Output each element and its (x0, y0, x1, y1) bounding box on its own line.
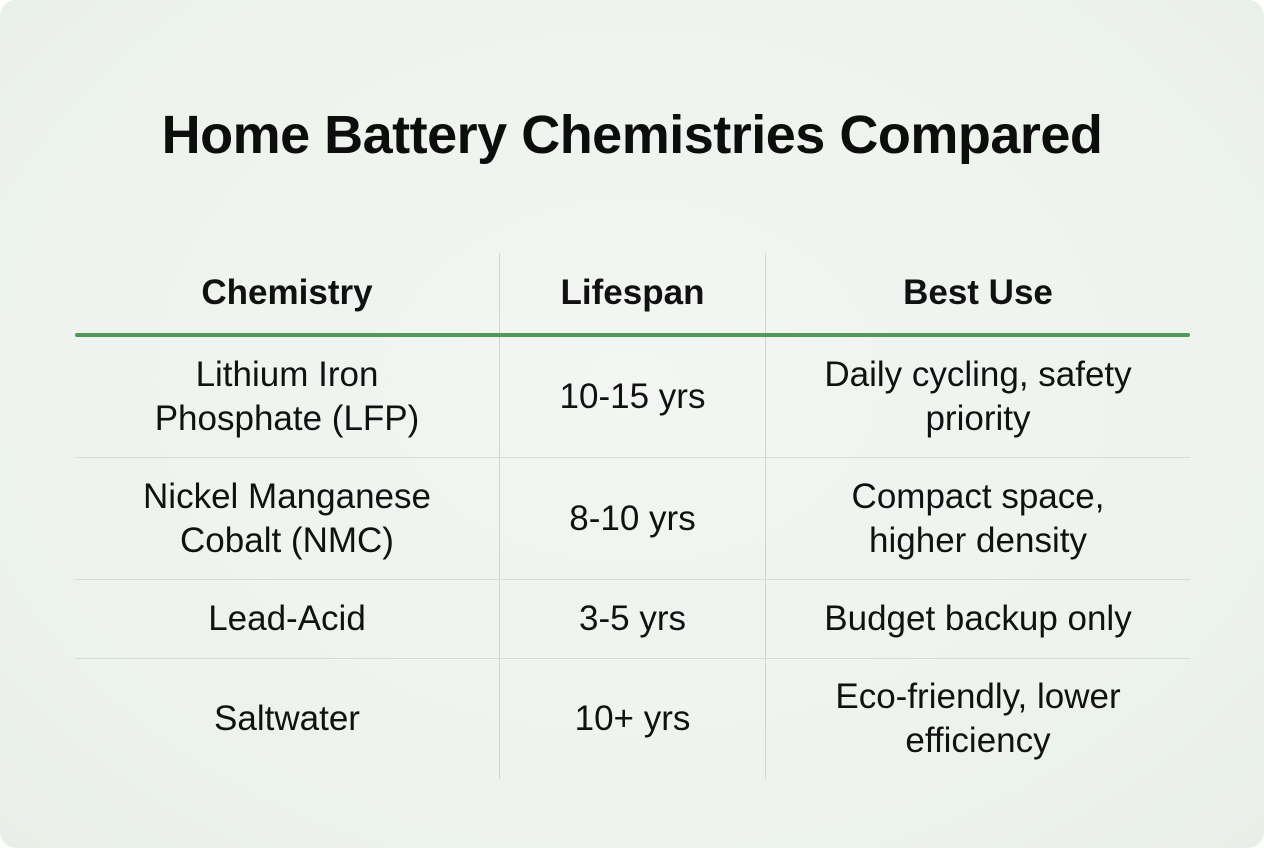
best-use-line: Compact space, (851, 476, 1105, 516)
lifespan-cell: 8-10 yrs (499, 458, 765, 579)
table-header-row: Chemistry Lifespan Best Use (75, 253, 1190, 333)
best-use-line: Eco-friendly, lower (835, 677, 1121, 716)
lifespan-cell: 3-5 yrs (499, 580, 765, 658)
chemistry-cell: Lithium Iron Phosphate (LFP) (75, 337, 499, 457)
chemistry-line: Phosphate (LFP) (154, 399, 420, 438)
chemistry-cell: Saltwater (214, 699, 360, 738)
chemistry-line: Nickel Manganese (143, 476, 431, 516)
best-use-cell: Daily cycling, safety priority (765, 337, 1190, 457)
lifespan-cell: 10+ yrs (499, 659, 765, 779)
header-divider (75, 333, 1190, 337)
best-use-line: higher density (869, 520, 1087, 560)
best-use-line: Daily cycling, safety (824, 355, 1132, 394)
table-row: Lithium Iron Phosphate (LFP) 10-15 yrs D… (75, 337, 1190, 458)
column-header-lifespan: Lifespan (499, 253, 765, 333)
chemistry-cell: Nickel Manganese Cobalt (NMC) (75, 458, 499, 579)
chemistry-cell: Lead-Acid (208, 599, 366, 638)
table-row: Saltwater 10+ yrs Eco-friendly, lower ef… (75, 659, 1190, 779)
best-use-line: priority (925, 399, 1031, 438)
chemistry-line: Lithium Iron (195, 355, 379, 394)
best-use-cell: Eco-friendly, lower efficiency (765, 659, 1190, 779)
table-row: Nickel Manganese Cobalt (NMC) 8-10 yrs C… (75, 458, 1190, 580)
page-title: Home Battery Chemistries Compared (161, 105, 1103, 165)
column-header-chemistry: Chemistry (201, 273, 373, 312)
chemistry-line: Cobalt (NMC) (180, 520, 394, 560)
comparison-table: Chemistry Lifespan Best Use Lithium Iron… (75, 253, 1190, 779)
best-use-cell: Compact space, higher density (765, 458, 1190, 579)
best-use-line: efficiency (905, 721, 1051, 760)
best-use-cell: Budget backup only (765, 580, 1190, 658)
lifespan-cell: 10-15 yrs (499, 337, 765, 457)
table-row: Lead-Acid 3-5 yrs Budget backup only (75, 580, 1190, 659)
column-header-best-use: Best Use (765, 253, 1190, 333)
